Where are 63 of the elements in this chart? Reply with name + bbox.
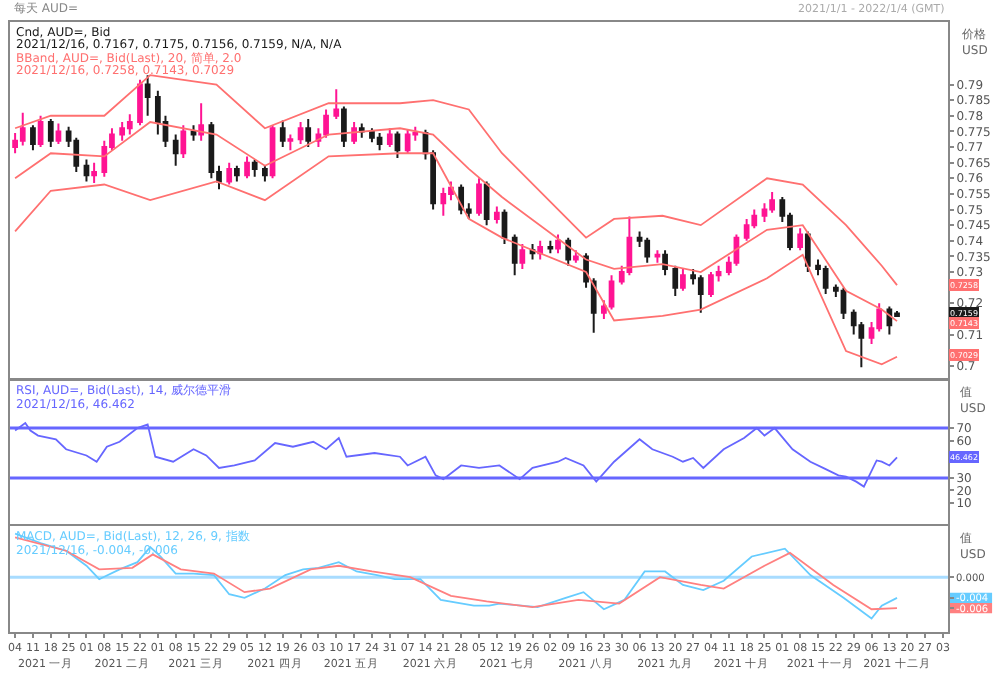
line-series — [14, 152, 898, 366]
candlestick — [626, 215, 633, 277]
candlestick — [430, 149, 436, 211]
candlestick — [30, 124, 36, 152]
candlestick — [404, 128, 411, 155]
candlestick — [333, 88, 340, 120]
candlestick — [654, 249, 661, 264]
candlestick — [662, 249, 668, 277]
candlestick — [537, 239, 544, 261]
candlestick — [483, 180, 490, 227]
candlestick — [358, 122, 365, 139]
candlestick — [198, 102, 205, 142]
candlestick — [376, 131, 383, 152]
candlestick — [369, 127, 375, 144]
candlestick — [769, 191, 775, 214]
candlestick — [172, 133, 179, 167]
candlestick — [672, 264, 679, 298]
candlestick — [608, 274, 615, 311]
candlestick — [297, 121, 304, 145]
candlestick — [226, 161, 233, 186]
candlestick — [262, 164, 268, 183]
candlestick — [341, 105, 347, 149]
candlestick — [83, 158, 90, 183]
candlestick — [565, 236, 572, 267]
candlestick — [511, 233, 518, 277]
candlestick — [351, 121, 357, 145]
candlestick — [287, 133, 294, 152]
candlestick — [180, 124, 187, 159]
candlestick — [47, 117, 54, 149]
candlestick — [519, 242, 526, 270]
candlestick — [386, 127, 393, 149]
candlestick — [644, 236, 651, 264]
candlestick — [126, 113, 133, 136]
candlestick — [476, 177, 482, 217]
candlestick — [743, 217, 750, 242]
candlestick — [804, 230, 811, 274]
candlestick — [680, 267, 686, 292]
candlestick — [251, 158, 258, 178]
candlestick — [144, 74, 151, 117]
candlestick — [555, 233, 561, 255]
candlestick — [493, 205, 500, 225]
candlestick — [119, 121, 126, 142]
candlestick — [572, 249, 579, 264]
candlestick — [244, 155, 250, 180]
candlestick — [697, 274, 704, 314]
candlestick — [440, 186, 447, 217]
candlestick — [305, 117, 312, 149]
candlestick — [323, 108, 329, 139]
line-series — [14, 74, 898, 287]
candlestick — [233, 164, 240, 183]
line-series — [14, 121, 898, 322]
candlestick — [394, 130, 401, 159]
candlestick — [19, 111, 26, 147]
candlestick — [55, 122, 62, 145]
candlestick — [547, 239, 554, 255]
candlestick — [190, 124, 197, 142]
candlestick — [91, 161, 97, 184]
candlestick — [279, 119, 286, 149]
candlestick — [708, 271, 714, 299]
candlestick — [822, 264, 829, 295]
candlestick — [137, 78, 143, 127]
candlestick — [797, 227, 804, 252]
candlestick — [529, 242, 536, 261]
